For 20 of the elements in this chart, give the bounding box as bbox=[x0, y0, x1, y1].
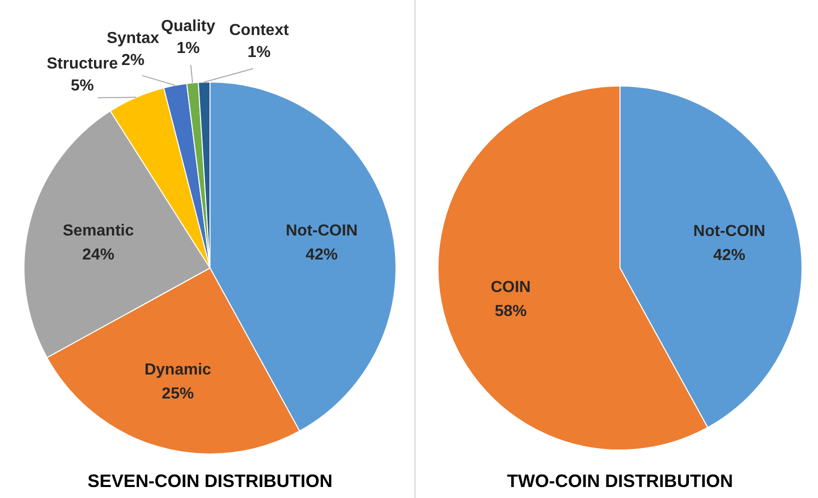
slice-label: Not-COIN bbox=[693, 222, 766, 240]
slice-label: Context bbox=[229, 22, 290, 40]
data-label: 24% bbox=[82, 246, 114, 264]
data-label: 1% bbox=[176, 40, 200, 58]
data-label: 25% bbox=[162, 386, 194, 403]
data-label: 58% bbox=[494, 303, 527, 320]
data-label: 42% bbox=[306, 246, 338, 264]
slice-label: Dynamic bbox=[144, 362, 212, 379]
data-label: 5% bbox=[70, 77, 94, 94]
slice-label: Semantic bbox=[62, 222, 134, 240]
data-label: 2% bbox=[121, 52, 144, 70]
slice-label: Quality bbox=[161, 18, 216, 36]
slice-label: Not-COIN bbox=[286, 222, 358, 240]
slice-label: Structure bbox=[46, 55, 118, 72]
data-label: 1% bbox=[247, 44, 271, 62]
text: SEVEN-COIN DISTRIBUTION bbox=[87, 471, 333, 491]
text: TWO-COIN DISTRIBUTION bbox=[507, 471, 733, 491]
slice-label: Syntax bbox=[106, 30, 160, 48]
data-label: 42% bbox=[713, 246, 746, 264]
slice-label: COIN bbox=[490, 279, 531, 296]
